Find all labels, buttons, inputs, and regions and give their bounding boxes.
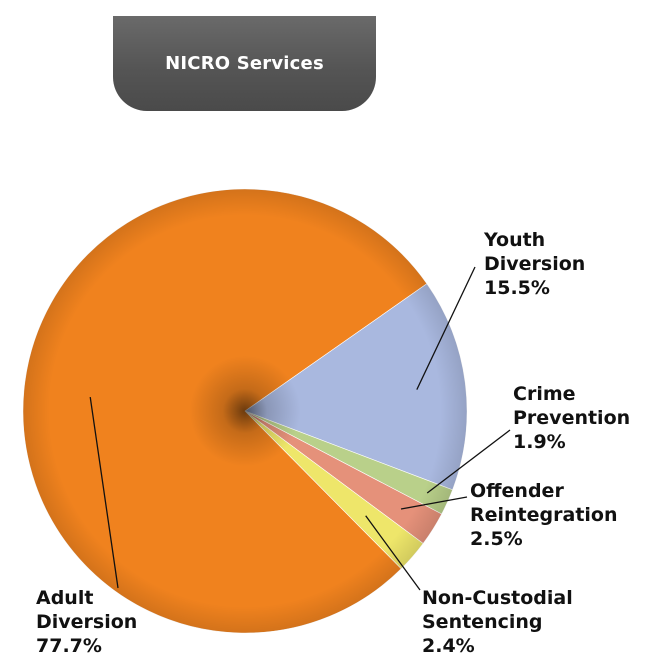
- label-non-custodial-sentencing: Non-Custodial Sentencing 2.4%: [422, 586, 573, 658]
- label-adult-line1: Adult: [36, 587, 94, 609]
- label-noncustodial-line1: Non-Custodial: [422, 587, 573, 609]
- label-youth-line2: Diversion: [484, 253, 586, 275]
- label-noncustodial-line2: Sentencing: [422, 611, 543, 633]
- label-offender-reintegration: Offender Reintegration 2.5%: [470, 479, 618, 551]
- leader-line-youth: [416, 266, 476, 390]
- label-youth-line1: Youth: [484, 229, 546, 251]
- pie-slices: [22, 188, 468, 634]
- chart-title: NICRO Services: [165, 53, 324, 74]
- label-crime-prevention: Crime Prevention 1.9%: [513, 382, 630, 454]
- label-adult-line2: Diversion: [36, 611, 138, 633]
- label-youth-value: 15.5%: [484, 277, 550, 299]
- label-offender-line2: Reintegration: [470, 504, 618, 526]
- label-offender-value: 2.5%: [470, 528, 523, 550]
- label-adult-value: 77.7%: [36, 635, 102, 657]
- label-youth-diversion: Youth Diversion 15.5%: [484, 228, 585, 300]
- label-crime-value: 1.9%: [513, 431, 566, 453]
- leader-line-offender: [400, 496, 468, 510]
- chart-title-box: NICRO Services: [113, 16, 376, 111]
- leader-line-crime: [426, 429, 511, 494]
- leader-line-adult: [89, 396, 119, 589]
- leader-lines: [89, 266, 511, 591]
- leader-line-noncustodial: [365, 515, 421, 591]
- label-crime-line1: Crime: [513, 383, 576, 405]
- label-offender-line1: Offender: [470, 480, 564, 502]
- label-noncustodial-value: 2.4%: [422, 635, 475, 657]
- label-adult-diversion: Adult Diversion 77.7%: [36, 586, 137, 658]
- label-crime-line2: Prevention: [513, 407, 631, 429]
